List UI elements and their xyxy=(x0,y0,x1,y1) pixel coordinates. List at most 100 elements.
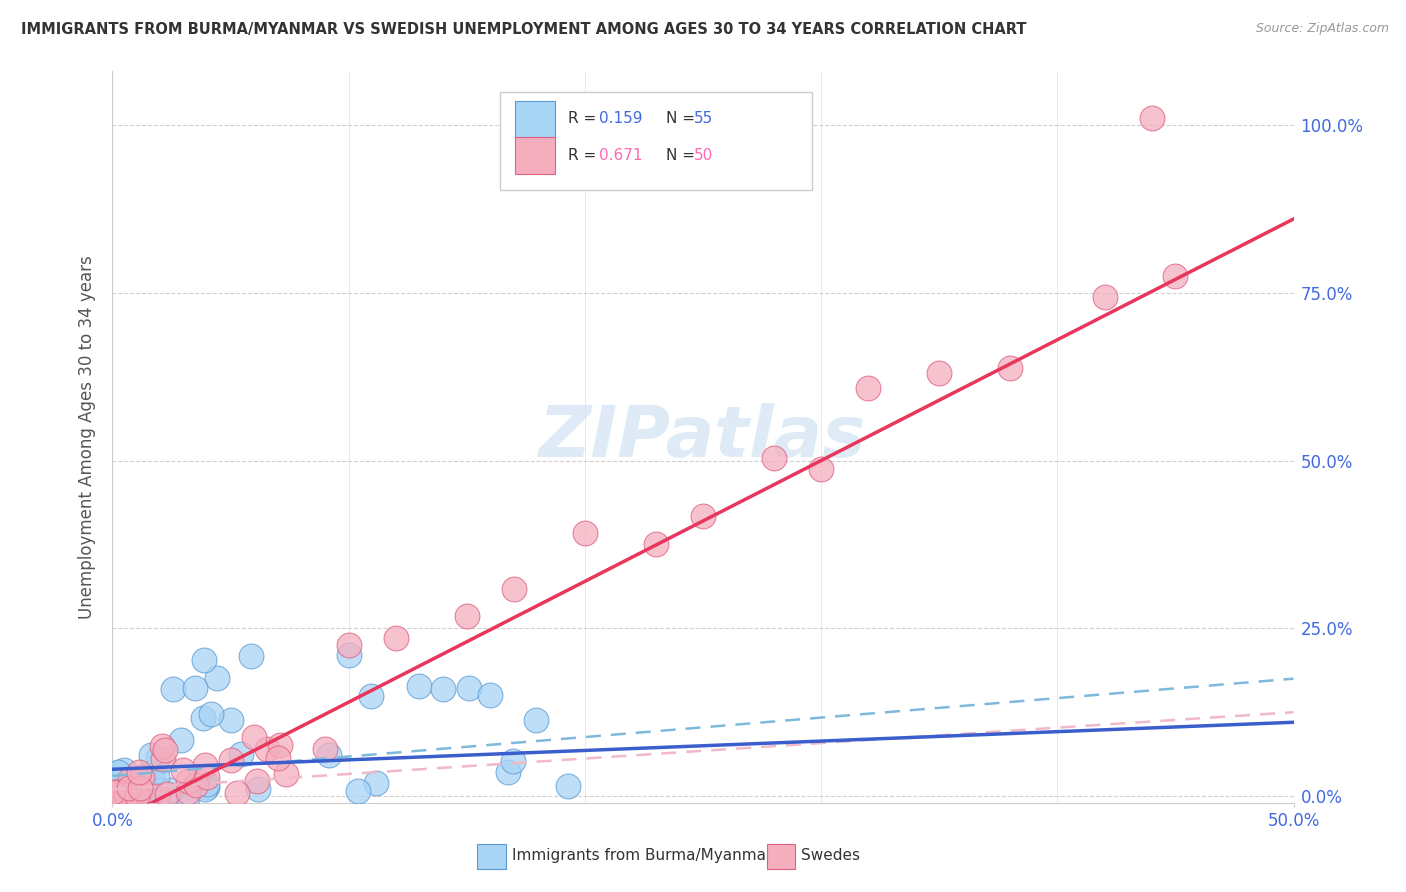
Point xyxy=(207,671,229,685)
Point xyxy=(148,782,170,797)
Point xyxy=(141,766,163,780)
Text: 55: 55 xyxy=(693,112,713,127)
Point xyxy=(456,609,478,624)
Text: Source: ZipAtlas.com: Source: ZipAtlas.com xyxy=(1256,22,1389,36)
Point xyxy=(229,747,252,761)
Point xyxy=(267,751,290,765)
Point xyxy=(240,649,263,664)
Point xyxy=(141,772,163,786)
Text: Immigrants from Burma/Myanmar: Immigrants from Burma/Myanmar xyxy=(512,848,772,863)
Text: 50: 50 xyxy=(693,148,713,163)
Point xyxy=(125,782,148,797)
Text: 0.671: 0.671 xyxy=(599,148,643,163)
Point xyxy=(644,536,666,550)
Text: ZIPatlas: ZIPatlas xyxy=(540,402,866,472)
Point xyxy=(1140,112,1163,126)
Point xyxy=(156,787,179,801)
Point xyxy=(276,767,298,781)
Point xyxy=(128,780,150,795)
Point xyxy=(148,750,170,764)
Point xyxy=(134,784,156,798)
Point xyxy=(177,785,200,799)
Text: 0.159: 0.159 xyxy=(599,112,643,127)
Point xyxy=(183,681,205,695)
Point xyxy=(498,765,520,780)
Point xyxy=(200,707,222,722)
Text: N =: N = xyxy=(666,148,700,163)
Point xyxy=(148,789,170,803)
Point xyxy=(364,776,387,790)
FancyBboxPatch shape xyxy=(766,845,796,870)
FancyBboxPatch shape xyxy=(501,92,811,190)
Point xyxy=(574,525,596,540)
Point xyxy=(127,781,149,796)
Point xyxy=(269,738,291,752)
Point xyxy=(112,763,135,777)
Point xyxy=(928,366,950,380)
Text: R =: R = xyxy=(568,148,602,163)
Point xyxy=(131,789,153,803)
Point xyxy=(246,773,269,788)
Point xyxy=(318,748,340,763)
Point xyxy=(118,780,141,794)
Point xyxy=(858,380,880,394)
Text: N =: N = xyxy=(666,112,700,127)
Point xyxy=(111,787,134,801)
Point xyxy=(108,785,131,799)
Point xyxy=(385,631,408,645)
Point xyxy=(104,788,127,802)
Point xyxy=(346,784,368,798)
Point xyxy=(219,713,242,727)
Point xyxy=(256,741,278,756)
Point xyxy=(810,462,832,476)
Text: IMMIGRANTS FROM BURMA/MYANMAR VS SWEDISH UNEMPLOYMENT AMONG AGES 30 TO 34 YEARS : IMMIGRANTS FROM BURMA/MYANMAR VS SWEDISH… xyxy=(21,22,1026,37)
Point xyxy=(194,757,217,772)
Point xyxy=(112,772,135,787)
Point xyxy=(186,779,208,793)
Point xyxy=(219,753,242,767)
Y-axis label: Unemployment Among Ages 30 to 34 years: Unemployment Among Ages 30 to 34 years xyxy=(77,255,96,619)
Point xyxy=(762,450,785,465)
Point xyxy=(127,783,149,797)
Point xyxy=(314,742,336,756)
Point xyxy=(136,787,159,801)
Point xyxy=(107,765,129,780)
Point xyxy=(243,731,266,745)
Point xyxy=(118,772,141,786)
Point xyxy=(146,770,169,784)
Point xyxy=(458,681,481,695)
Point xyxy=(155,743,177,757)
Point xyxy=(195,780,218,794)
Point xyxy=(502,754,524,768)
Text: R =: R = xyxy=(568,112,602,127)
Point xyxy=(159,783,181,797)
Point xyxy=(177,789,200,803)
FancyBboxPatch shape xyxy=(478,845,506,870)
Point xyxy=(193,653,215,667)
Point xyxy=(131,776,153,790)
Point xyxy=(128,764,150,779)
Point xyxy=(337,638,360,652)
Point xyxy=(408,679,430,693)
Point xyxy=(101,784,124,798)
Point xyxy=(246,782,269,797)
Point xyxy=(503,582,526,597)
FancyBboxPatch shape xyxy=(515,101,555,137)
Point xyxy=(120,774,142,789)
Point xyxy=(432,681,454,696)
Point xyxy=(1164,269,1187,284)
Point xyxy=(194,782,217,797)
Point xyxy=(107,764,129,779)
Point xyxy=(692,508,714,523)
Point xyxy=(1094,290,1116,304)
Point xyxy=(998,361,1021,376)
Point xyxy=(195,771,218,785)
Point xyxy=(132,786,155,800)
Point xyxy=(557,779,579,793)
Point xyxy=(360,690,382,704)
Point xyxy=(193,711,215,725)
Point xyxy=(139,747,162,762)
Point xyxy=(101,772,124,787)
Point xyxy=(162,681,184,696)
Point xyxy=(226,786,249,800)
